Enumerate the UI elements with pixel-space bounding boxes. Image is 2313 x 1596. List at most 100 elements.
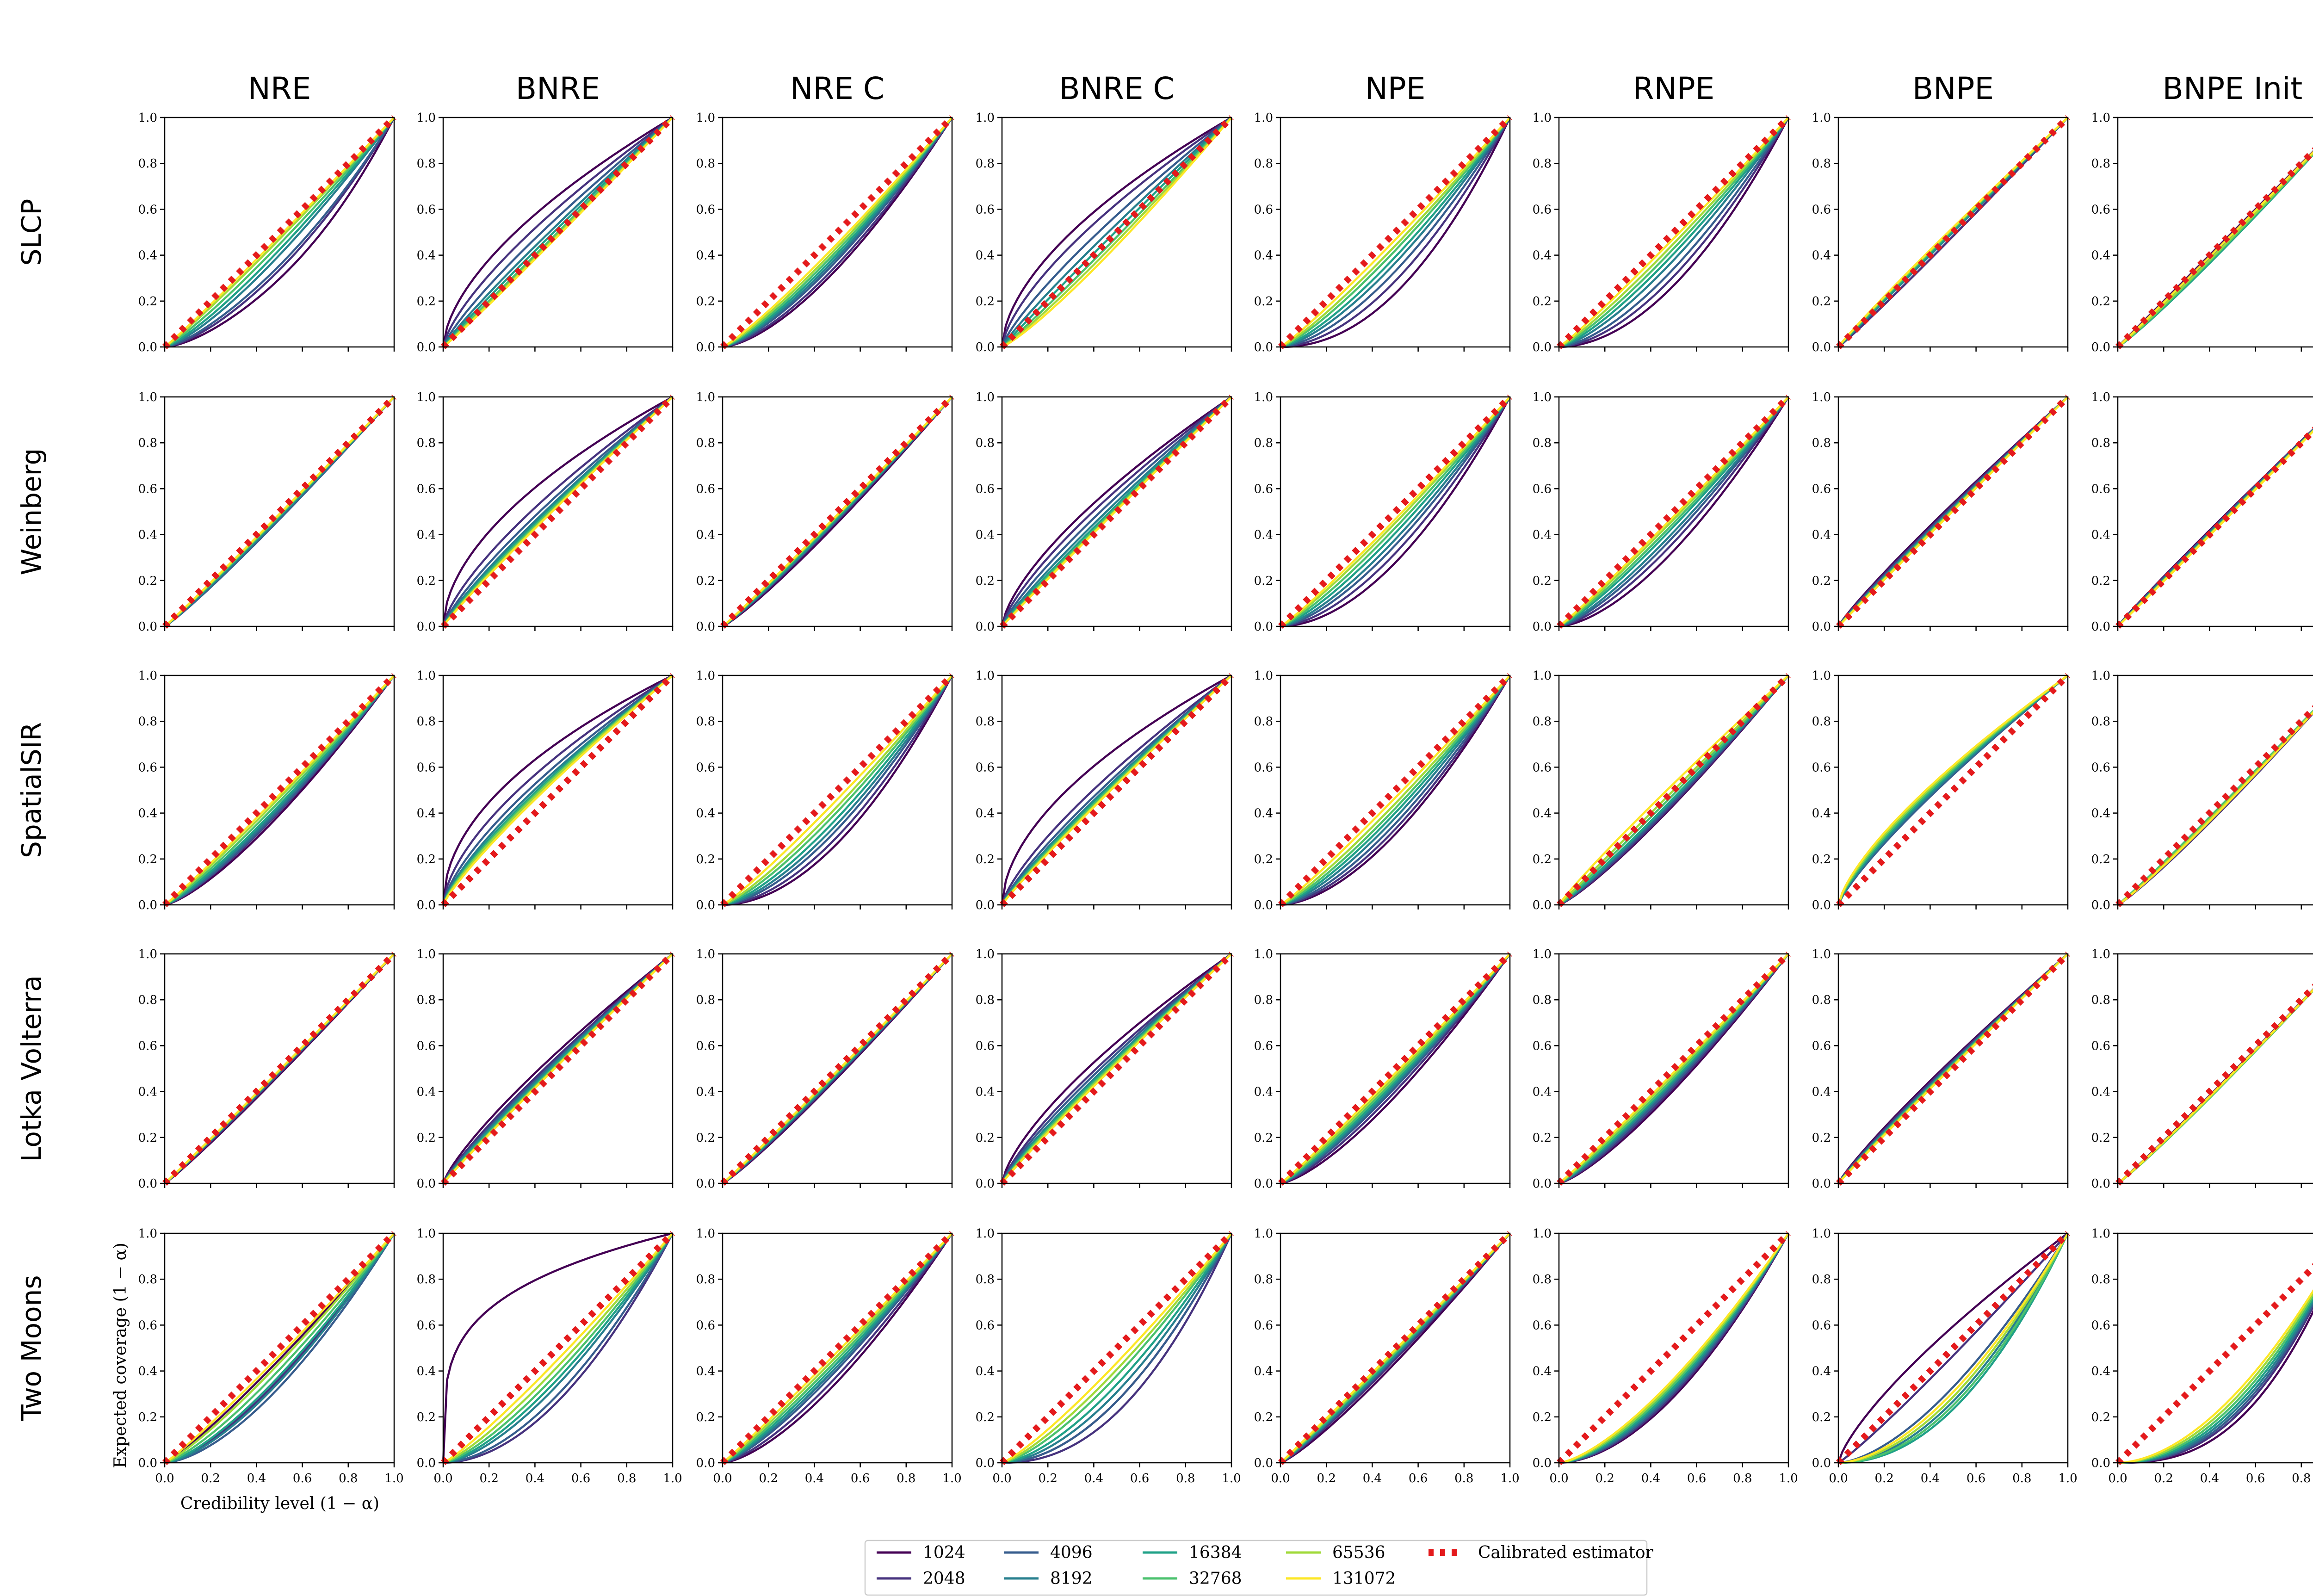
y-tick-label: 0.0 xyxy=(1812,1177,1831,1191)
x-tick-label: 0.6 xyxy=(2246,1472,2265,1485)
panel-frame xyxy=(1280,396,1511,627)
row-labels: SLCP Weinberg SpatialSIR Lotka Volterra Two … xyxy=(16,199,47,1422)
series-line-65536 xyxy=(1280,674,1511,906)
panel-r2-c7: 0.0 0.2 0.4 0.6 0.8 1.0 xyxy=(2091,669,2313,912)
panel-r0-c6: 0.0 0.2 0.4 0.6 0.8 1.0 xyxy=(1812,111,2070,354)
panel-grid: 0.00.20.40.60.81.00.00.20.40.60.81.00.00… xyxy=(138,111,2313,1485)
panel-r1-c1: 0.0 0.2 0.4 0.6 0.8 1.0 xyxy=(417,390,675,634)
series-line-16384 xyxy=(164,117,395,348)
panel-r3-c5: 0.0 0.2 0.4 0.6 0.8 1.0 xyxy=(1533,947,1791,1191)
y-tick-label: 0.8 xyxy=(1254,1273,1273,1287)
series-line-1024 xyxy=(1001,396,1232,627)
y-tick-label: 0.2 xyxy=(976,1410,995,1424)
y-tick-label: 0.0 xyxy=(1533,1456,1552,1470)
calibrated-line xyxy=(1278,952,1512,1186)
y-tick-label: 0.6 xyxy=(2091,1039,2110,1053)
panel-r2-c4: 0.0 0.2 0.4 0.6 0.8 1.0 xyxy=(1254,669,1512,912)
y-tick-label: 0.2 xyxy=(138,853,157,866)
y-tick-label: 1.0 xyxy=(417,669,436,683)
legend: 1024 2048 4096 8192 16384 32768 65536 131072 Cal… xyxy=(864,1540,1654,1596)
y-tick-label: 0.0 xyxy=(696,898,715,912)
y-tick-label: 0.4 xyxy=(138,528,157,542)
y-tick-label: 1.0 xyxy=(1533,390,1552,404)
series-line-1024 xyxy=(1280,1232,1511,1464)
calibrated-line xyxy=(720,1231,954,1465)
panel-r0-c4: 0.0 0.2 0.4 0.6 0.8 1.0 xyxy=(1254,111,1512,354)
x-tick-label: 0.0 xyxy=(992,1472,1011,1485)
y-tick-label: 0.8 xyxy=(1812,436,1831,450)
series-line-32768 xyxy=(722,1232,953,1464)
y-tick-label: 0.8 xyxy=(1812,157,1831,171)
y-tick-label: 0.4 xyxy=(1254,1365,1273,1379)
y-tick-label: 1.0 xyxy=(696,669,715,683)
y-tick-label: 0.6 xyxy=(1812,1318,1831,1332)
series-line-131072 xyxy=(1001,674,1232,906)
x-tick-label: 1.0 xyxy=(2058,1472,2077,1485)
y-tick-label: 0.6 xyxy=(138,203,157,217)
calibrated-line xyxy=(1557,952,1791,1186)
y-tick-label: 0.0 xyxy=(976,1456,995,1470)
y-tick-label: 0.4 xyxy=(138,1085,157,1099)
y-tick-label: 0.2 xyxy=(976,574,995,588)
y-tick-label: 0.8 xyxy=(138,993,157,1007)
y-tick-label: 0.6 xyxy=(2091,761,2110,774)
panel-frame xyxy=(2117,953,2313,1184)
panel-frame xyxy=(442,953,674,1184)
calibrated-line xyxy=(2115,147,2313,349)
y-tick-label: 1.0 xyxy=(2091,947,2110,961)
y-tick-label: 0.0 xyxy=(976,898,995,912)
y-tick-label: 0.6 xyxy=(417,1039,436,1053)
y-tick-label: 0.8 xyxy=(2091,1273,2110,1287)
y-tick-label: 0.6 xyxy=(1254,203,1273,217)
series-line-2048 xyxy=(1002,1233,1233,1464)
series-line-8192 xyxy=(1558,396,1789,628)
series-line-8192 xyxy=(1280,396,1511,628)
series-line-131072 xyxy=(442,396,674,627)
series-line-1024 xyxy=(164,1232,395,1464)
series-line-1024 xyxy=(1280,396,1511,628)
series-line-2048 xyxy=(2117,151,2313,348)
panel-r1-c3: 0.0 0.2 0.4 0.6 0.8 1.0 xyxy=(976,390,1234,634)
series-line-8192 xyxy=(1280,674,1511,906)
y-tick-label: 0.0 xyxy=(417,340,436,354)
series-line-1024 xyxy=(2117,428,2313,627)
row-label-0: SLCP xyxy=(16,199,47,266)
series-line-1024 xyxy=(1558,117,1789,348)
column-title-3: BNRE C xyxy=(1059,71,1174,106)
panel-r0-c0: 0.0 0.2 0.4 0.6 0.8 1.0 xyxy=(138,111,396,354)
series-line-32768 xyxy=(1558,117,1789,348)
panel-frame xyxy=(1558,1232,1789,1464)
series-line-2048 xyxy=(2117,711,2313,906)
series-line-2048 xyxy=(722,674,953,906)
series-line-4096 xyxy=(2117,152,2313,348)
y-tick-label: 0.8 xyxy=(976,993,995,1007)
series-line-8192 xyxy=(164,1232,395,1464)
panel-r1-c6: 0.0 0.2 0.4 0.6 0.8 1.0 xyxy=(1812,390,2070,634)
column-title-6: BNPE xyxy=(1912,71,1994,106)
series-line-16384 xyxy=(2117,710,2313,906)
calibrated-line xyxy=(441,952,675,1186)
series-line-2048 xyxy=(442,674,674,905)
y-tick-label: 0.4 xyxy=(976,1085,995,1099)
panel-r3-c7: 0.0 0.2 0.4 0.6 0.8 1.0 xyxy=(2091,947,2313,1191)
panel-frame xyxy=(1280,674,1511,906)
x-tick-label: 0.0 xyxy=(1829,1472,1848,1485)
series-line-2048 xyxy=(1280,117,1511,348)
legend-label-131072: 131072 xyxy=(1332,1569,1396,1588)
x-tick-label: 0.6 xyxy=(1687,1472,1706,1485)
y-tick-label: 0.4 xyxy=(1533,249,1552,263)
y-tick-label: 0.0 xyxy=(417,1177,436,1191)
y-tick-label: 1.0 xyxy=(1533,947,1552,961)
y-tick-label: 1.0 xyxy=(138,390,157,404)
y-tick-label: 1.0 xyxy=(1812,947,1831,961)
y-tick-label: 0.0 xyxy=(976,340,995,354)
y-tick-label: 0.0 xyxy=(1812,340,1831,354)
y-tick-label: 0.0 xyxy=(138,620,157,634)
y-tick-label: 0.6 xyxy=(696,1039,715,1053)
y-tick-label: 0.8 xyxy=(696,157,715,171)
panel-r1-c7: 0.0 0.2 0.4 0.6 0.8 1.0 xyxy=(2091,390,2313,634)
x-tick-label: 0.6 xyxy=(1409,1472,1428,1485)
legend-label-8192: 8192 xyxy=(1050,1569,1093,1588)
series-line-4096 xyxy=(722,674,953,906)
panel-r0-c2: 0.0 0.2 0.4 0.6 0.8 1.0 xyxy=(696,111,954,354)
